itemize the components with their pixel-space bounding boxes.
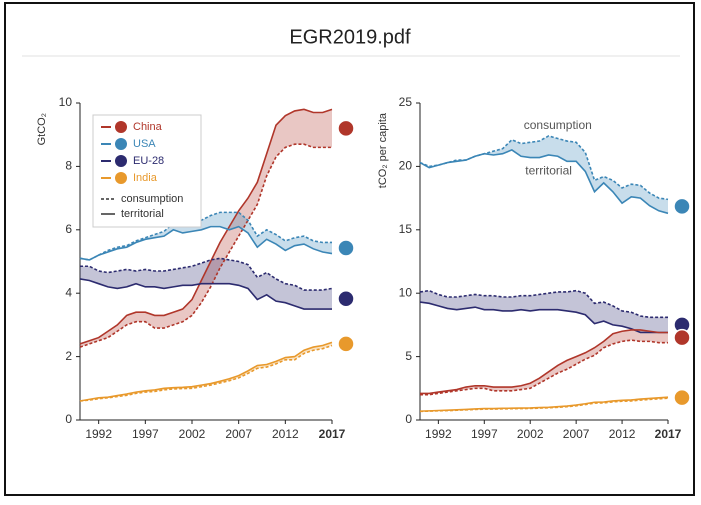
x-tick-label: 2007 [563,427,590,441]
legend-flag [115,155,127,167]
territorial-line [79,341,333,402]
y-axis-label: tCO₂ per capita [377,112,389,188]
annotation: consumption [524,118,592,132]
gap-band [80,212,332,260]
y-tick-label: 0 [405,412,412,426]
x-tick-label: 1992 [425,427,452,441]
y-tick-label: 8 [65,159,72,173]
consumption-line [80,257,333,291]
x-tick-label: 1997 [132,427,159,441]
y-tick-label: 4 [65,285,72,299]
consumption-line [79,211,332,261]
legend-flag [115,138,127,150]
consumption-line [419,397,669,413]
legend-label: USA [133,138,156,150]
legend-style-label: territorial [121,208,164,220]
legend-label: India [133,172,158,184]
legend-label: EU-28 [133,155,164,167]
consumption-line [419,289,668,319]
legend-box [92,114,202,228]
x-tick-label: 2002 [517,427,544,441]
x-tick-label: 2007 [225,427,252,441]
y-tick-label: 0 [65,412,72,426]
territorial-line [79,278,332,310]
x-tick-label: 2017 [319,427,346,441]
y-tick-label: 10 [59,95,73,109]
country-flag [337,335,355,353]
window-title: EGR2019.pdf [289,26,411,48]
annotation: territorial [525,164,572,178]
territorial-line [79,108,333,345]
legend-label: China [133,121,163,133]
country-flag [673,388,691,407]
y-tick-label: 10 [399,285,413,299]
legend-flag [115,172,127,184]
territorial-line [420,329,668,395]
country-flag [673,197,691,216]
legend-flag [115,121,127,133]
consumption-line [79,344,333,402]
territorial-line [79,225,333,261]
y-tick-label: 2 [65,349,72,363]
x-tick-label: 2012 [272,427,299,441]
x-tick-label: 2002 [179,427,206,441]
country-flag [673,328,691,347]
x-tick-label: 2012 [609,427,636,441]
y-tick-label: 25 [399,95,413,109]
y-tick-label: 6 [65,222,72,236]
consumption-line [420,339,668,396]
gap-band [420,135,668,214]
y-tick-label: 5 [405,349,412,363]
x-tick-label: 1997 [471,427,498,441]
country-flag [337,289,355,308]
country-flag [337,119,355,138]
gap-band [420,329,668,395]
y-axis-label: GtCO₂ [36,113,48,145]
legend-style-label: consumption [121,193,183,205]
x-tick-label: 1992 [85,427,112,441]
country-flag [337,239,355,257]
y-tick-label: 15 [399,222,413,236]
y-tick-label: 20 [399,159,413,173]
x-tick-label: 2017 [655,427,682,441]
consumption-line [79,143,332,348]
gap-band [80,109,332,348]
consumption-line [419,135,669,201]
territorial-line [419,301,668,334]
